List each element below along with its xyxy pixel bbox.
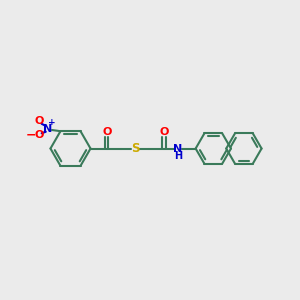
Text: +: + <box>48 118 56 127</box>
Text: O: O <box>102 127 111 137</box>
Text: O: O <box>34 116 44 127</box>
Text: −: − <box>26 128 37 141</box>
Text: O: O <box>159 127 169 137</box>
Text: H: H <box>175 151 183 161</box>
Text: O: O <box>34 130 43 140</box>
Text: N: N <box>44 124 53 134</box>
Text: N: N <box>173 143 183 154</box>
Text: S: S <box>131 142 140 155</box>
